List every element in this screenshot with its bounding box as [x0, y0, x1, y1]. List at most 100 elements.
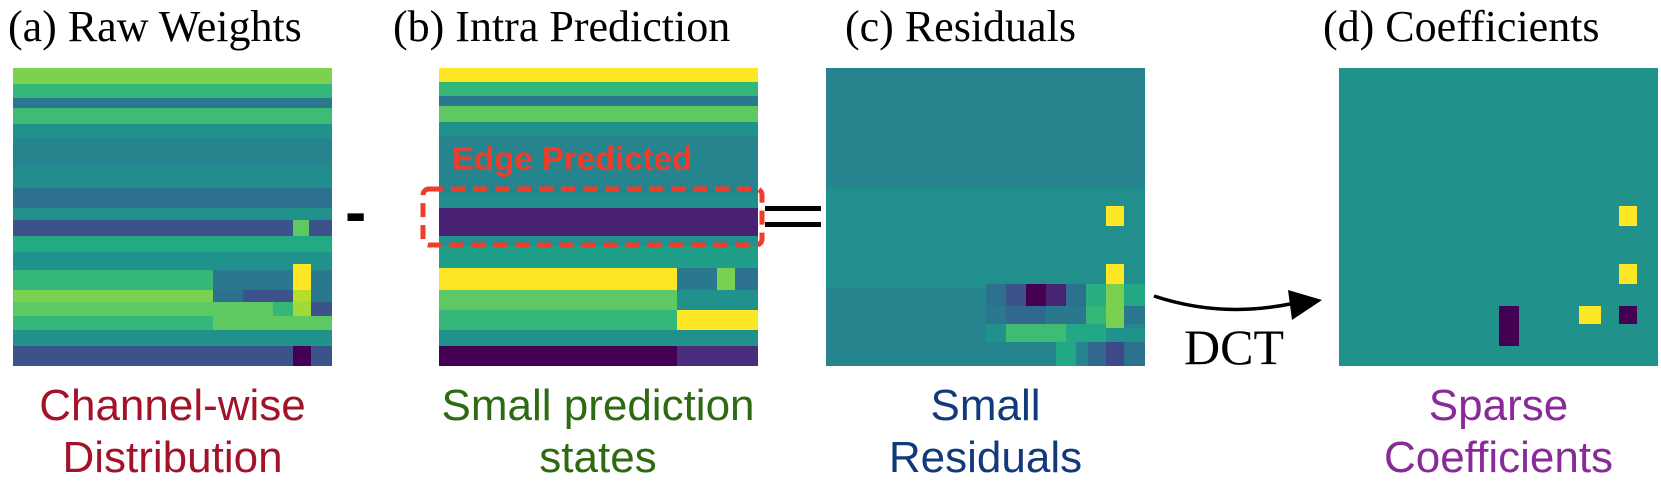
heatmap-cell [1106, 328, 1145, 342]
heatmap-background [1339, 68, 1658, 366]
heatmap-cell [735, 268, 758, 290]
heatmap-cell [986, 306, 1006, 324]
heatmap-cell [1066, 324, 1106, 342]
heatmap-row [439, 246, 758, 268]
heatmap-cell [986, 284, 1006, 306]
heatmap-row [13, 84, 332, 98]
heatmap-row [439, 136, 758, 194]
heatmap-row [439, 96, 758, 106]
heatmap-cell [1499, 306, 1519, 346]
equals-operator [765, 206, 821, 227]
intra-prediction-svg [439, 68, 758, 366]
coefficients-svg [1339, 68, 1658, 366]
panel-c-caption-line2: Residuals [888, 433, 1083, 482]
heatmap-cell [293, 264, 311, 290]
heatmap-cell [311, 270, 332, 290]
heatmap-cell [213, 290, 243, 302]
heatmap-cell [1056, 342, 1076, 366]
heatmap-row [13, 236, 332, 252]
heatmap-row [439, 208, 758, 236]
heatmap-cell [13, 290, 213, 302]
heatmap-cell [1106, 342, 1124, 366]
heatmap-cell [13, 302, 273, 316]
minus-operator: - [345, 176, 367, 248]
heatmap-cell [1106, 284, 1124, 328]
residuals-heatmap [826, 68, 1145, 366]
dct-label: DCT [1184, 319, 1284, 375]
heatmap-row [439, 330, 758, 346]
heatmap-row [13, 98, 332, 108]
panel-c-caption: Small Residuals [826, 380, 1145, 484]
intra-prediction-heatmap [439, 68, 758, 366]
heatmap-cell [13, 270, 213, 290]
heatmap-cell [1124, 342, 1145, 366]
edge-predicted-label: Edge Predicted [452, 140, 693, 177]
heatmap-cell [1619, 206, 1637, 226]
heatmap-row [13, 138, 332, 166]
panel-c-title: (c) Residuals [845, 2, 1076, 51]
heatmap-cell [1088, 342, 1106, 366]
heatmap-cell [13, 316, 213, 330]
heatmap-row [13, 68, 332, 84]
heatmap-cell [1006, 284, 1026, 306]
heatmap-row [439, 122, 758, 136]
heatmap-cell [293, 302, 311, 316]
panel-a-caption-line1: Channel-wise [39, 381, 306, 430]
heatmap-cell [293, 290, 311, 302]
panel-b-caption: Small prediction states [398, 380, 798, 484]
heatmap-cell [1026, 284, 1046, 306]
heatmap-cell [1086, 284, 1106, 306]
heatmap-row [13, 252, 332, 270]
residuals-svg [826, 68, 1145, 366]
heatmap-cell [243, 290, 293, 302]
heatmap-row [13, 208, 332, 220]
heatmap-cell [1619, 264, 1637, 284]
panel-c-caption-line1: Small [930, 381, 1041, 430]
coefficients-heatmap [1339, 68, 1658, 366]
panel-b-caption-line2: states [539, 433, 657, 482]
heatmap-cell [1006, 324, 1066, 342]
heatmap-cell [1124, 284, 1145, 306]
raw-weights-heatmap [13, 68, 332, 366]
heatmap-cell [311, 302, 332, 316]
panel-b-title: (b) Intra Prediction [393, 2, 731, 51]
heatmap-cell [439, 268, 677, 290]
heatmap-row [439, 236, 758, 246]
heatmap-cell [439, 310, 677, 330]
heatmap-row [439, 82, 758, 96]
heatmap-row [13, 220, 332, 236]
heatmap-cell [1046, 284, 1066, 306]
panel-d-title: (d) Coefficients [1323, 2, 1600, 51]
heatmap-cell [213, 270, 293, 290]
heatmap-row [826, 188, 1145, 288]
heatmap-cell [1619, 306, 1637, 324]
raw-weights-svg [13, 68, 332, 366]
heatmap-cell [213, 316, 332, 330]
heatmap-cell [717, 268, 735, 290]
heatmap-cell [439, 290, 677, 310]
heatmap-cell [677, 290, 758, 310]
heatmap-row [439, 68, 758, 82]
heatmap-cell [273, 302, 293, 316]
heatmap-row [13, 330, 332, 346]
heatmap-cell [1066, 284, 1086, 306]
heatmap-cell [677, 268, 717, 290]
panel-a-title: (a) Raw Weights [8, 2, 302, 51]
heatmap-cell [1006, 306, 1046, 324]
dct-arrow [1153, 290, 1322, 320]
panel-d-caption-line2: Coefficients [1383, 433, 1614, 482]
heatmap-cell [439, 346, 677, 366]
heatmap-row [13, 346, 332, 366]
heatmap-row [439, 106, 758, 122]
edge-predicted-box [420, 186, 765, 248]
heatmap-cell [1046, 306, 1086, 324]
heatmap-row [13, 124, 332, 138]
heatmap-row [13, 188, 332, 208]
panel-b-caption-line1: Small prediction [441, 381, 755, 430]
heatmap-row [13, 166, 332, 188]
panel-d-caption: Sparse Coefficients [1339, 380, 1658, 484]
heatmap-cell [1106, 206, 1124, 226]
panel-a-caption-line2: Distribution [62, 433, 283, 482]
heatmap-row [439, 194, 758, 208]
heatmap-cell [1106, 264, 1124, 284]
